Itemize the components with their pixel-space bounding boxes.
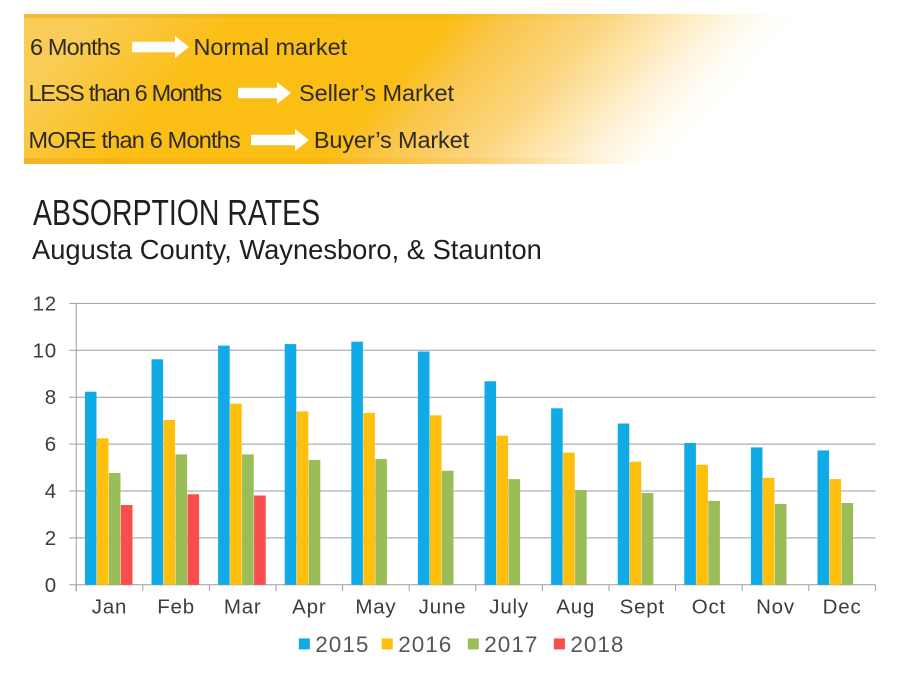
svg-text:Feb: Feb xyxy=(157,596,195,619)
svg-text:10: 10 xyxy=(33,339,57,362)
svg-text:Sept: Sept xyxy=(620,596,665,619)
svg-text:Mar: Mar xyxy=(224,596,262,619)
svg-text:Jan: Jan xyxy=(92,596,127,619)
svg-text:May: May xyxy=(355,596,396,619)
svg-text:2: 2 xyxy=(45,527,57,550)
svg-text:4: 4 xyxy=(45,480,57,503)
svg-text:12: 12 xyxy=(33,292,57,315)
svg-text:Dec: Dec xyxy=(823,596,862,619)
svg-text:Apr: Apr xyxy=(292,596,326,619)
svg-text:Aug: Aug xyxy=(556,596,595,619)
svg-text:0: 0 xyxy=(45,574,57,597)
svg-text:6: 6 xyxy=(45,433,57,456)
svg-text:Oct: Oct xyxy=(692,596,726,619)
svg-text:July: July xyxy=(489,596,529,619)
svg-text:2017: 2017 xyxy=(484,632,538,657)
svg-text:8: 8 xyxy=(45,386,57,409)
svg-text:June: June xyxy=(419,596,467,619)
svg-text:Nov: Nov xyxy=(756,596,795,619)
svg-text:2016: 2016 xyxy=(398,632,452,657)
svg-text:2015: 2015 xyxy=(315,632,369,657)
svg-text:2018: 2018 xyxy=(570,632,624,657)
